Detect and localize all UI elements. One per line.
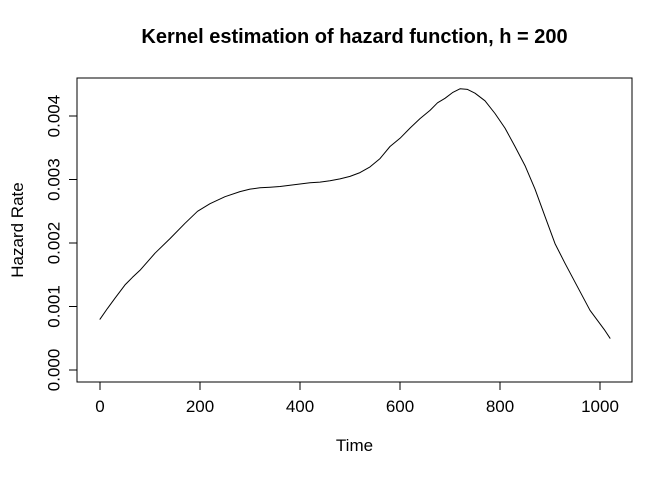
y-tick-label: 0.003 (44, 158, 63, 201)
y-axis-title: Hazard Rate (8, 182, 27, 278)
y-tick-label: 0.002 (44, 222, 63, 265)
plot-box (76, 77, 633, 383)
x-tick-label: 1000 (581, 397, 619, 416)
chart-title: Kernel estimation of hazard function, h … (141, 26, 568, 48)
hazard-curve (99, 88, 611, 339)
y-tick-label: 0.000 (44, 349, 63, 392)
x-tick-label: 200 (186, 397, 214, 416)
y-tick-label: 0.001 (44, 285, 63, 328)
x-tick-label: 400 (286, 397, 314, 416)
y-tick-label: 0.004 (44, 95, 63, 138)
x-tick-label: 800 (486, 397, 514, 416)
x-tick-label: 600 (386, 397, 414, 416)
x-axis-title: Time (335, 436, 374, 455)
x-tick-label: 0 (95, 397, 104, 416)
